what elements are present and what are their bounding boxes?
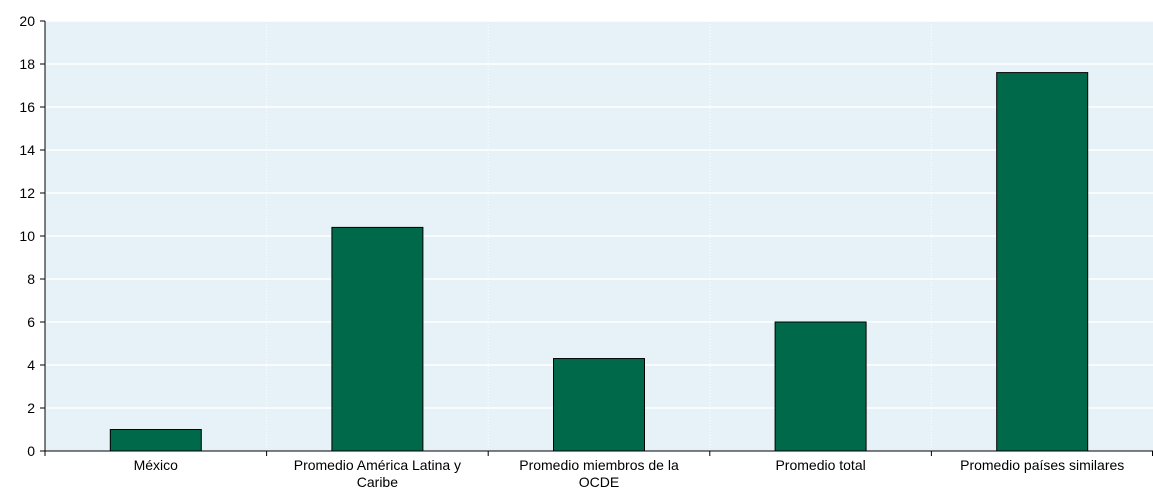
y-tick-label: 12 <box>19 185 35 201</box>
y-tick-label: 8 <box>27 271 35 287</box>
bar <box>109 429 202 452</box>
bar <box>553 358 645 452</box>
x-tick-label: Promedio miembros de la OCDE <box>519 457 679 490</box>
x-axis: México Promedio América Latina y Caribe Pro… <box>44 450 1153 490</box>
y-tick-label: 14 <box>19 142 35 158</box>
y-tick-label: 2 <box>27 400 35 416</box>
y-tick-label: 20 <box>19 13 35 29</box>
bars <box>109 72 1089 452</box>
bar <box>774 321 867 452</box>
y-tick-label: 10 <box>19 228 35 244</box>
x-tick-label: Promedio América Latina y Caribe <box>294 457 461 490</box>
bar <box>331 226 424 452</box>
y-tick-label: 16 <box>19 99 35 115</box>
y-axis: 0 2 4 6 8 10 12 14 16 18 20 <box>19 13 46 459</box>
x-tick-label: Promedio total <box>775 457 865 473</box>
bar <box>996 72 1089 452</box>
y-tick-label: 4 <box>27 357 35 373</box>
x-tick-label: México <box>134 457 179 473</box>
y-tick-label: 0 <box>27 443 35 459</box>
x-tick-label: Promedio países similares <box>960 457 1124 473</box>
y-tick-label: 18 <box>19 56 35 72</box>
y-tick-label: 6 <box>27 314 35 330</box>
